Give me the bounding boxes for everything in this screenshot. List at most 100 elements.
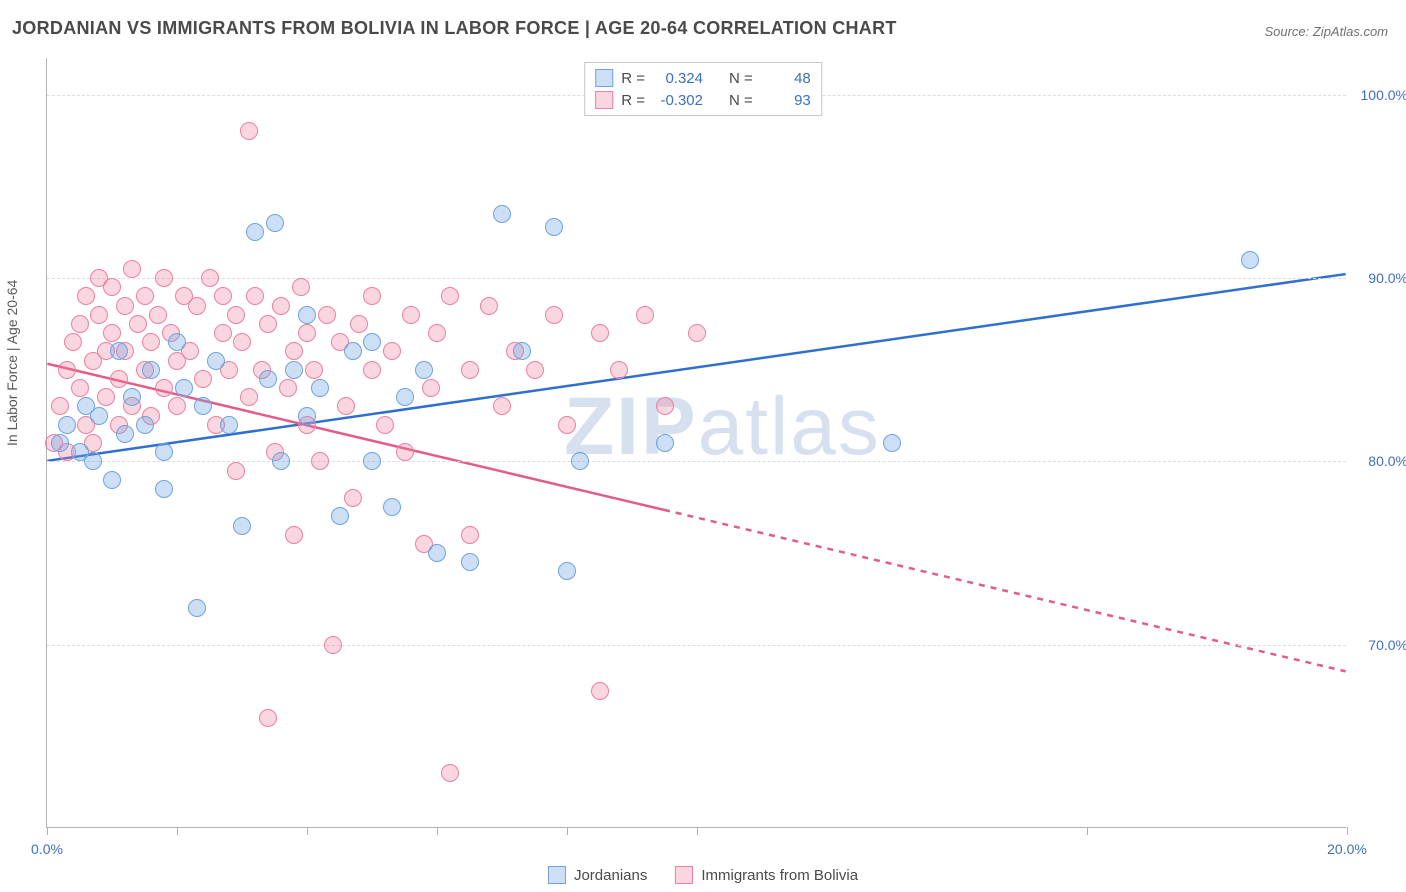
data-point (259, 370, 277, 388)
data-point (311, 452, 329, 470)
swatch-jordanians-bottom (548, 866, 566, 884)
plot-area: ZIPatlas 70.0%80.0%90.0%100.0%0.0%20.0% (46, 58, 1346, 828)
data-point (396, 388, 414, 406)
data-point (259, 315, 277, 333)
x-tick (1347, 827, 1348, 835)
data-point (90, 407, 108, 425)
data-point (103, 324, 121, 342)
y-tick-label: 80.0% (1368, 453, 1406, 469)
data-point (155, 480, 173, 498)
data-point (292, 278, 310, 296)
data-point (168, 333, 186, 351)
data-point (363, 333, 381, 351)
data-point (513, 342, 531, 360)
data-point (175, 379, 193, 397)
data-point (441, 287, 459, 305)
data-point (331, 507, 349, 525)
data-point (259, 709, 277, 727)
legend-label-bolivia: Immigrants from Bolivia (701, 867, 858, 884)
x-tick-label: 20.0% (1327, 841, 1367, 857)
data-point (558, 416, 576, 434)
data-point (396, 443, 414, 461)
data-point (636, 306, 654, 324)
y-axis-label: In Labor Force | Age 20-64 (4, 280, 20, 446)
data-point (246, 223, 264, 241)
data-point (324, 636, 342, 654)
data-point (201, 269, 219, 287)
y-tick-label: 100.0% (1361, 87, 1406, 103)
data-point (149, 306, 167, 324)
data-point (110, 342, 128, 360)
legend-item-jordanians: Jordanians (548, 866, 647, 884)
data-point (363, 287, 381, 305)
data-point (220, 416, 238, 434)
n-label: N = (729, 92, 753, 109)
data-point (77, 287, 95, 305)
data-point (656, 397, 674, 415)
data-point (272, 452, 290, 470)
data-point (123, 388, 141, 406)
data-point (415, 361, 433, 379)
data-point (461, 361, 479, 379)
legend-label-jordanians: Jordanians (574, 867, 647, 884)
data-point (344, 342, 362, 360)
y-tick-label: 90.0% (1368, 270, 1406, 286)
data-point (571, 452, 589, 470)
data-point (298, 407, 316, 425)
data-point (116, 425, 134, 443)
trendline (664, 510, 1346, 671)
data-point (591, 682, 609, 700)
data-point (123, 260, 141, 278)
y-tick-label: 70.0% (1368, 637, 1406, 653)
watermark: ZIPatlas (564, 380, 881, 474)
data-point (194, 370, 212, 388)
legend-row-bolivia: R = -0.302 N = 93 (595, 89, 811, 111)
data-point (545, 218, 563, 236)
data-point (363, 452, 381, 470)
x-tick (1087, 827, 1088, 835)
data-point (84, 452, 102, 470)
data-point (155, 443, 173, 461)
data-point (266, 214, 284, 232)
data-point (441, 764, 459, 782)
x-tick-label: 0.0% (31, 841, 63, 857)
data-point (363, 361, 381, 379)
data-point (129, 315, 147, 333)
trendline (47, 274, 1345, 461)
n-value-bolivia: 93 (761, 92, 811, 109)
r-value-bolivia: -0.302 (653, 92, 703, 109)
data-point (422, 379, 440, 397)
data-point (51, 434, 69, 452)
x-tick (567, 827, 568, 835)
data-point (428, 544, 446, 562)
data-point (227, 306, 245, 324)
data-point (337, 397, 355, 415)
data-point (110, 370, 128, 388)
gridline (47, 278, 1346, 279)
data-point (383, 498, 401, 516)
data-point (58, 416, 76, 434)
data-point (71, 379, 89, 397)
data-point (214, 324, 232, 342)
data-point (207, 352, 225, 370)
data-point (688, 324, 706, 342)
data-point (526, 361, 544, 379)
gridline (47, 461, 1346, 462)
data-point (402, 306, 420, 324)
swatch-bolivia-bottom (675, 866, 693, 884)
data-point (480, 297, 498, 315)
data-point (493, 205, 511, 223)
data-point (233, 333, 251, 351)
data-point (188, 599, 206, 617)
data-point (90, 306, 108, 324)
data-point (279, 379, 297, 397)
data-point (298, 306, 316, 324)
x-tick (437, 827, 438, 835)
data-point (591, 324, 609, 342)
data-point (285, 361, 303, 379)
data-point (136, 416, 154, 434)
data-point (1241, 251, 1259, 269)
data-point (51, 397, 69, 415)
data-point (428, 324, 446, 342)
data-point (116, 297, 134, 315)
